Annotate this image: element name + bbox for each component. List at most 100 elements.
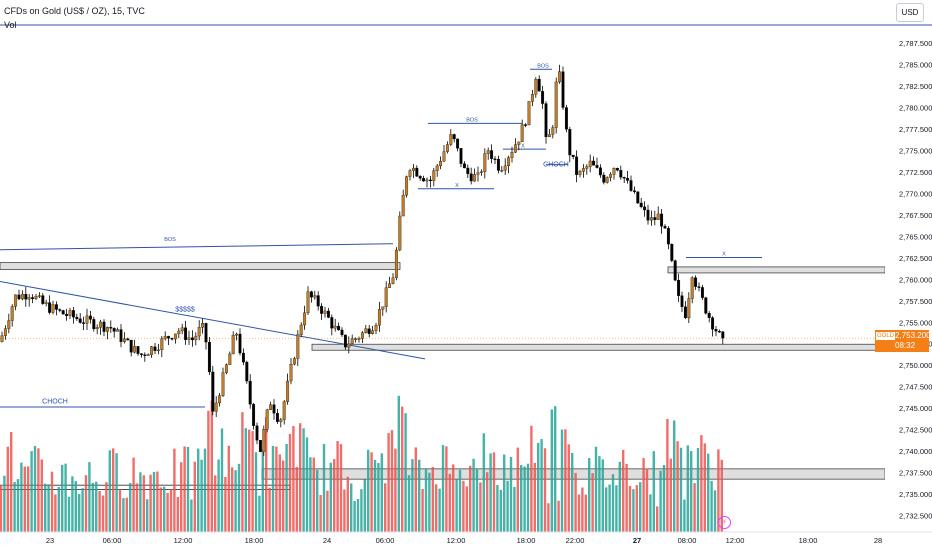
candle[interactable] <box>717 330 721 333</box>
candle[interactable] <box>95 327 99 330</box>
zone-box[interactable] <box>311 343 886 351</box>
candle[interactable] <box>51 304 55 313</box>
candle[interactable] <box>320 305 324 314</box>
candle[interactable] <box>449 134 453 145</box>
candle[interactable] <box>622 177 626 179</box>
candle[interactable] <box>683 306 687 319</box>
candle[interactable] <box>595 165 599 168</box>
candle[interactable] <box>350 338 354 345</box>
candle[interactable] <box>105 326 109 332</box>
candle[interactable] <box>289 364 293 382</box>
candle[interactable] <box>500 170 504 172</box>
candle[interactable] <box>184 327 188 340</box>
annotation-label[interactable]: CHOCH <box>42 399 68 406</box>
candle[interactable] <box>41 295 45 304</box>
candle[interactable] <box>411 167 415 171</box>
candle[interactable] <box>626 178 630 181</box>
candle[interactable] <box>126 338 130 341</box>
candle[interactable] <box>534 78 538 95</box>
candle[interactable] <box>530 94 534 102</box>
candle[interactable] <box>20 293 24 300</box>
candle[interactable] <box>364 328 368 333</box>
candle[interactable] <box>221 372 225 396</box>
candle[interactable] <box>459 148 463 164</box>
annotation-label[interactable]: BOS <box>466 118 478 124</box>
candle[interactable] <box>439 160 443 167</box>
candle[interactable] <box>639 202 643 208</box>
candle[interactable] <box>690 277 694 299</box>
trend-line[interactable] <box>0 243 394 251</box>
candle[interactable] <box>204 323 208 343</box>
candle[interactable] <box>238 333 242 354</box>
candle[interactable] <box>507 157 511 167</box>
candle[interactable] <box>255 425 259 441</box>
candle[interactable] <box>697 286 701 288</box>
candle[interactable] <box>513 144 517 153</box>
candle[interactable] <box>160 338 164 351</box>
candle[interactable] <box>224 364 228 373</box>
candle[interactable] <box>445 144 449 152</box>
candle[interactable] <box>700 287 704 298</box>
candle[interactable] <box>694 277 698 287</box>
candle[interactable] <box>598 167 602 176</box>
candle[interactable] <box>520 124 524 143</box>
candle[interactable] <box>136 346 140 354</box>
candle[interactable] <box>269 404 273 410</box>
candle[interactable] <box>561 71 565 108</box>
candle[interactable] <box>612 167 616 175</box>
candle[interactable] <box>326 310 330 318</box>
candle[interactable] <box>714 329 718 332</box>
candle[interactable] <box>656 213 660 220</box>
candle[interactable] <box>211 371 215 412</box>
candle[interactable] <box>660 213 664 227</box>
candle[interactable] <box>575 156 579 175</box>
currency-button[interactable]: USD <box>896 3 924 22</box>
candle[interactable] <box>537 78 541 92</box>
candle[interactable] <box>252 404 256 426</box>
candle[interactable] <box>68 310 72 316</box>
candle[interactable] <box>133 346 137 353</box>
candle[interactable] <box>34 296 38 299</box>
candle[interactable] <box>391 277 395 284</box>
candle[interactable] <box>680 295 684 307</box>
candle[interactable] <box>469 173 473 182</box>
candle[interactable] <box>602 174 606 183</box>
candle[interactable] <box>663 226 667 229</box>
candle[interactable] <box>551 127 555 135</box>
annotation-label[interactable]: X <box>455 183 459 189</box>
candle[interactable] <box>432 170 436 181</box>
candle[interactable] <box>0 335 4 342</box>
candle[interactable] <box>109 326 113 329</box>
candle[interactable] <box>415 167 419 177</box>
candle[interactable] <box>14 294 18 307</box>
candle[interactable] <box>357 338 361 340</box>
candle[interactable] <box>544 103 548 138</box>
candle[interactable] <box>228 353 232 365</box>
candle[interactable] <box>408 170 412 177</box>
candle[interactable] <box>721 331 725 339</box>
candle[interactable] <box>398 215 402 251</box>
candle[interactable] <box>262 429 266 452</box>
candle[interactable] <box>496 158 500 171</box>
candle[interactable] <box>704 297 708 314</box>
candle[interactable] <box>564 107 568 130</box>
candle[interactable] <box>146 354 150 356</box>
candle[interactable] <box>347 343 351 348</box>
candle[interactable] <box>272 404 276 414</box>
zone-box[interactable] <box>0 262 401 270</box>
flash-icon[interactable]: ⚡ <box>718 516 731 529</box>
candle[interactable] <box>462 163 466 169</box>
candle[interactable] <box>394 249 398 279</box>
candle[interactable] <box>150 346 154 355</box>
candle[interactable] <box>48 302 52 313</box>
candle[interactable] <box>605 177 609 183</box>
candle[interactable] <box>116 329 120 332</box>
candle[interactable] <box>241 352 245 363</box>
candle[interactable] <box>517 141 521 145</box>
candle[interactable] <box>275 413 279 422</box>
candle[interactable] <box>170 338 174 340</box>
candle[interactable] <box>371 330 375 334</box>
candle[interactable] <box>156 349 160 352</box>
candle[interactable] <box>194 335 198 341</box>
